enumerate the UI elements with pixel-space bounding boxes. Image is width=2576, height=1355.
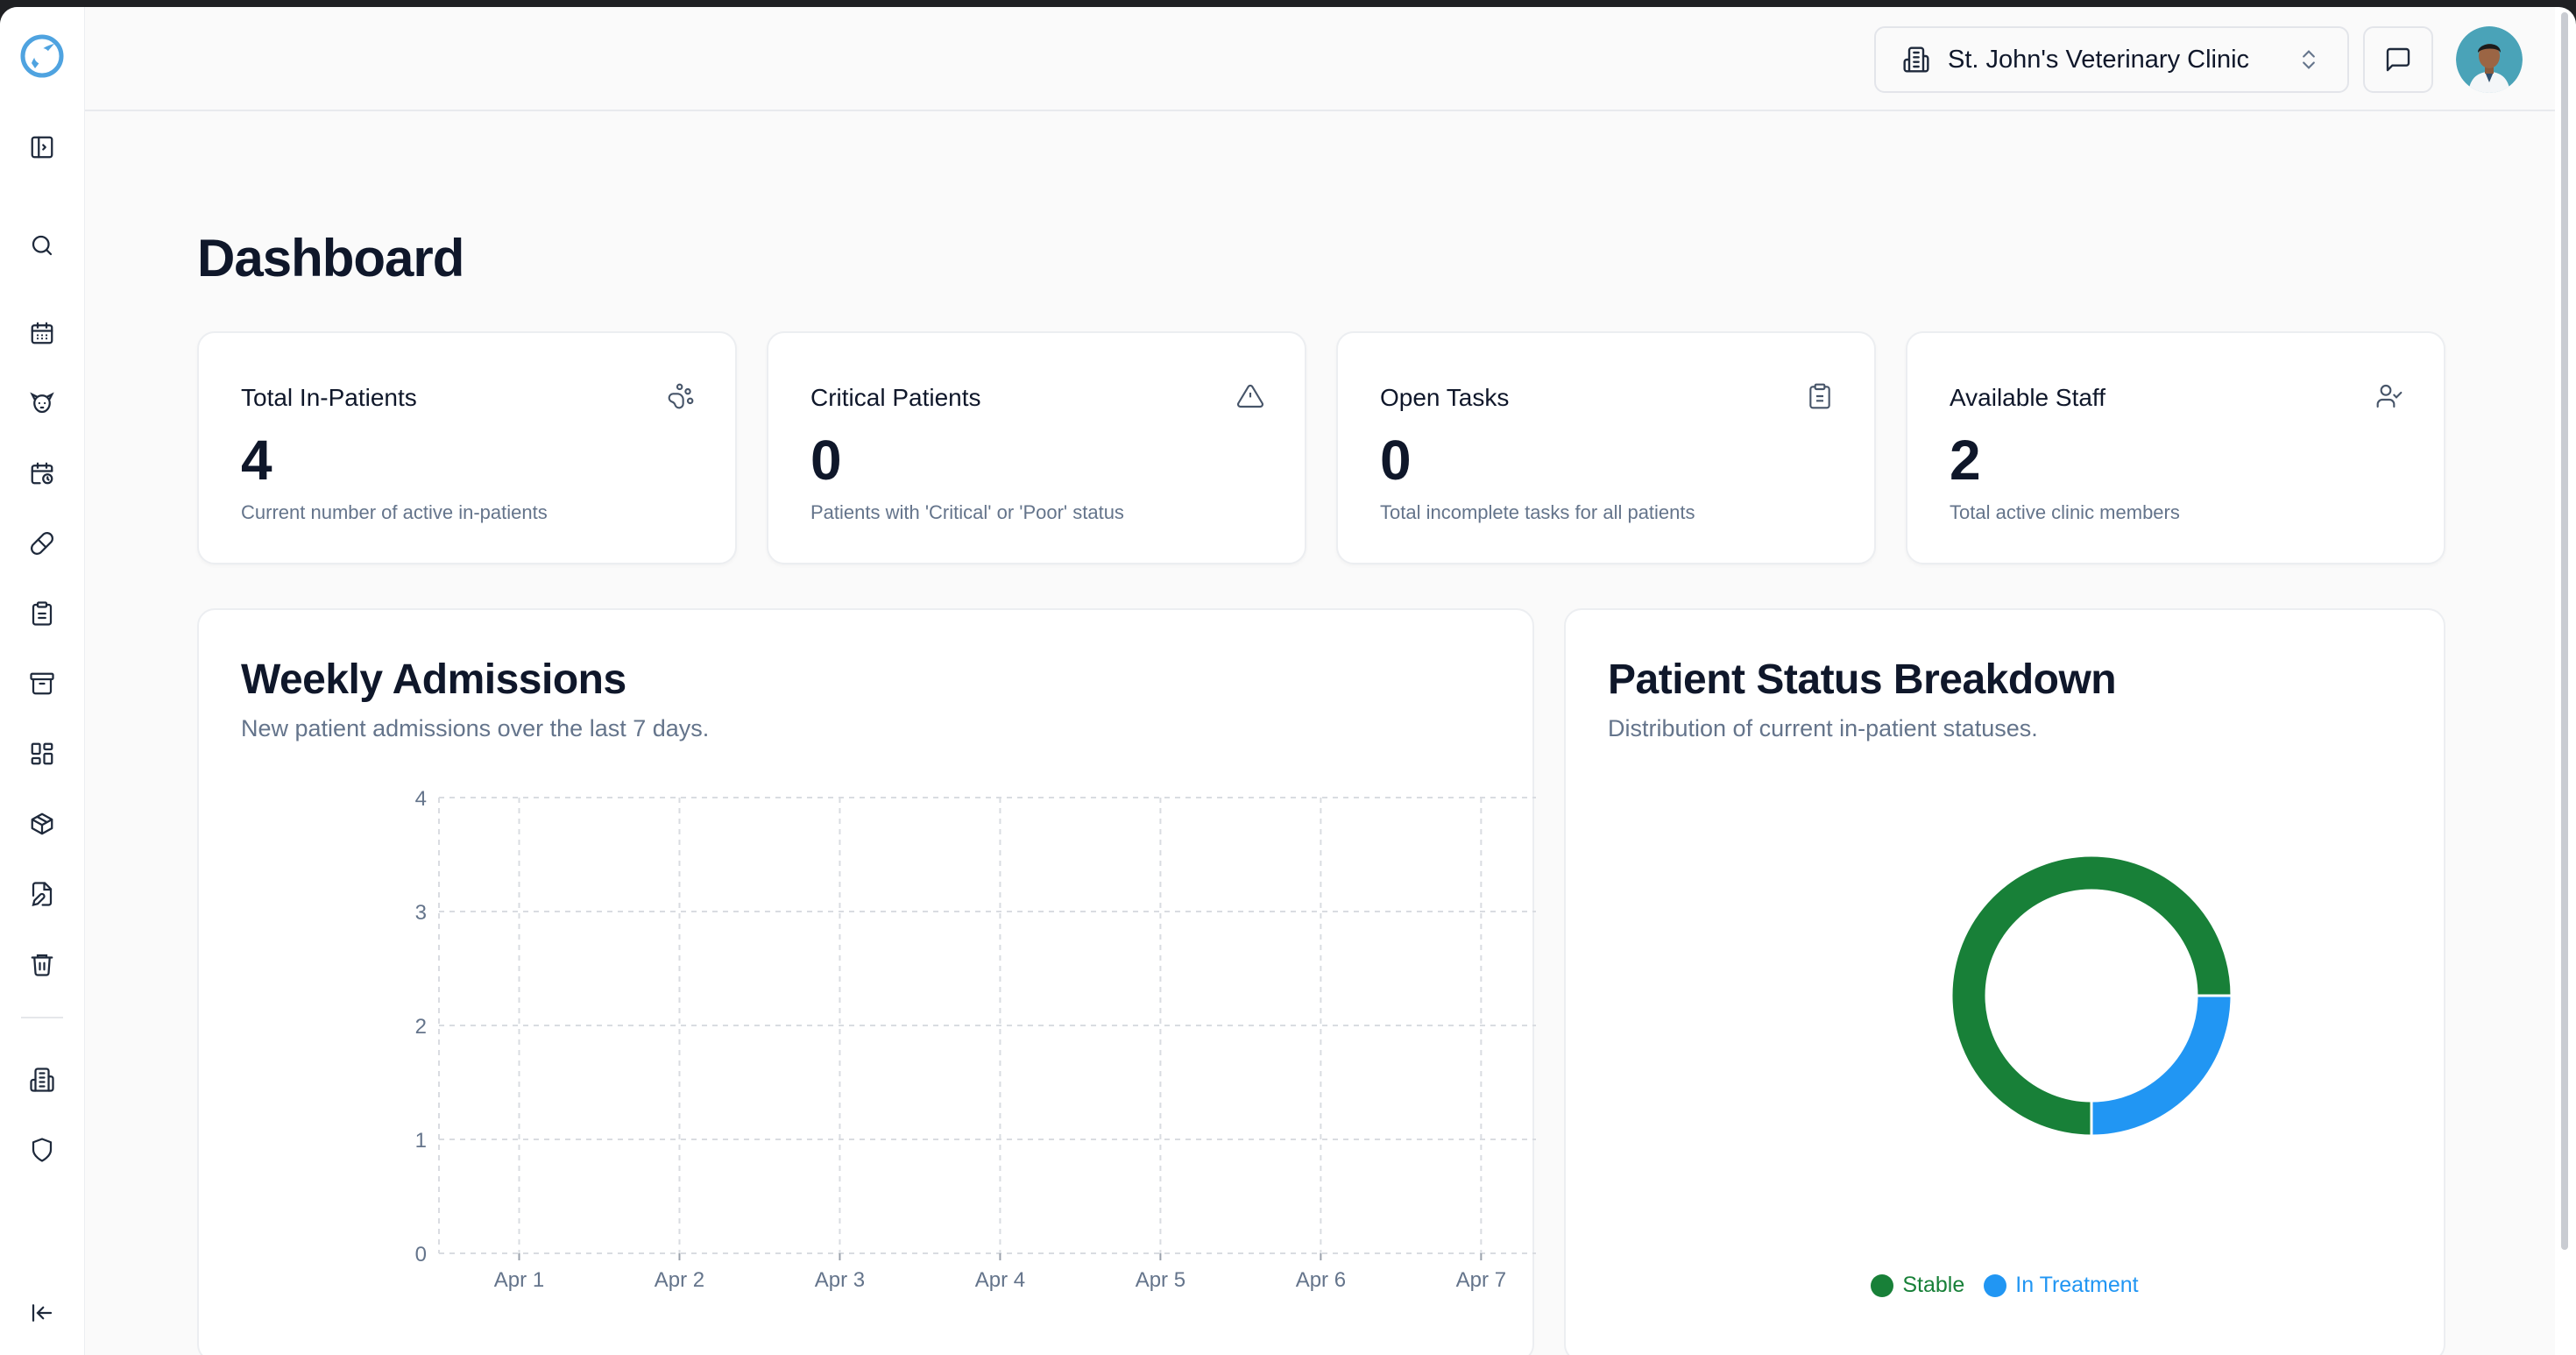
legend-item[interactable]: In Treatment <box>1984 1273 2139 1298</box>
weekly-admissions-card: Weekly Admissions New patient admissions… <box>197 608 1536 1355</box>
card-title: Weekly Admissions <box>241 656 626 703</box>
x-tick-label: Apr 6 <box>1296 1268 1346 1292</box>
y-tick-label: 2 <box>415 1015 427 1039</box>
stat-description: Total incomplete tasks for all patients <box>1380 501 1695 523</box>
stat-title: Open Tasks <box>1380 384 1510 411</box>
logo-icon <box>20 34 64 78</box>
chart-legend: Stable In Treatment <box>1566 1273 2444 1298</box>
card-title: Patient Status Breakdown <box>1608 656 2117 703</box>
x-tick-label: Apr 3 <box>815 1268 865 1292</box>
y-tick-label: 3 <box>415 901 427 925</box>
pill-icon[interactable] <box>25 526 60 561</box>
stat-value: 4 <box>241 429 272 492</box>
collapse-icon[interactable] <box>25 1295 60 1330</box>
legend-label: In Treatment <box>2015 1273 2139 1297</box>
archive-icon[interactable] <box>25 666 60 701</box>
sidebar-divider <box>21 1017 63 1018</box>
dashboard-grid-icon[interactable] <box>25 736 60 771</box>
x-tick-label: Apr 2 <box>655 1268 704 1292</box>
trash-icon[interactable] <box>25 947 60 982</box>
legend-dot <box>1871 1273 1894 1297</box>
scrollbar-thumb[interactable] <box>2561 12 2568 1250</box>
app-logo[interactable] <box>19 33 65 79</box>
x-tick-label: Apr 4 <box>975 1268 1025 1292</box>
clinic-name: St. John's Veterinary Clinic <box>1948 45 2250 74</box>
card-subtitle: New patient admissions over the last 7 d… <box>241 715 710 741</box>
stat-card-critical: Critical Patients 0 Patients with 'Criti… <box>767 331 1306 564</box>
paw-icon[interactable] <box>25 386 60 421</box>
legend-label: Stable <box>1902 1273 1965 1297</box>
y-tick-label: 4 <box>415 787 427 811</box>
legend-item[interactable]: Stable <box>1871 1273 1964 1298</box>
stat-title: Critical Patients <box>810 384 981 411</box>
calendar-clock-icon[interactable] <box>25 456 60 491</box>
x-tick-label: Apr 7 <box>1456 1268 1506 1292</box>
y-tick-label: 1 <box>415 1129 427 1153</box>
y-tick-label: 0 <box>415 1243 427 1266</box>
stat-description: Patients with 'Critical' or 'Poor' statu… <box>810 501 1124 523</box>
clinic-selector[interactable]: St. John's Veterinary Clinic <box>1874 26 2349 93</box>
clipboard-icon <box>1809 383 1830 409</box>
stat-description: Total active clinic members <box>1950 501 2180 523</box>
card-subtitle: Distribution of current in-patient statu… <box>1608 715 2038 741</box>
scrollbar[interactable] <box>2559 7 2573 1355</box>
stat-title: Total In-Patients <box>241 384 417 411</box>
donut-slice-in-treatment <box>2090 994 2233 1138</box>
status-donut-chart <box>1950 854 2233 1138</box>
top-bar: St. John's Veterinary Clinic <box>85 7 2555 111</box>
legend-dot <box>1984 1273 2007 1297</box>
stat-value: 0 <box>1380 429 1412 492</box>
page-title: Dashboard <box>197 229 464 287</box>
package-icon[interactable] <box>25 806 60 841</box>
admissions-line-chart: 0 1 2 3 4 Apr 1 Apr 2 Apr 3 Apr 4 Apr 5 Apr 6 Apr 7 <box>415 787 1536 1292</box>
app-window: St. John's Veterinary Clinic Dashboard <box>0 7 2576 1355</box>
shield-icon[interactable] <box>25 1132 60 1167</box>
user-check-icon <box>2376 384 2403 408</box>
message-square-icon <box>2386 47 2410 72</box>
stat-value: 2 <box>1950 429 1981 492</box>
messages-button[interactable] <box>2363 26 2433 93</box>
file-edit-icon[interactable] <box>25 876 60 912</box>
clipboard-icon[interactable] <box>25 596 60 631</box>
status-breakdown-card: Patient Status Breakdown Distribution of… <box>1564 608 2445 1355</box>
stat-title: Available Staff <box>1950 384 2105 411</box>
main-content: St. John's Veterinary Clinic Dashboard <box>84 7 2568 1355</box>
sidebar-toggle-icon[interactable] <box>25 130 60 165</box>
donut-slice-stable <box>1950 854 2233 1138</box>
search-icon[interactable] <box>25 228 60 263</box>
stat-card-open-tasks: Open Tasks 0 Total incomplete tasks for … <box>1336 331 1876 564</box>
building-icon[interactable] <box>25 1062 60 1097</box>
stat-card-staff: Available Staff 2 Total active clinic me… <box>1906 331 2445 564</box>
avatar-image <box>2456 26 2523 93</box>
stat-card-in-patients: Total In-Patients 4 Current number of ac… <box>197 331 737 564</box>
x-tick-label: Apr 1 <box>494 1268 544 1292</box>
stat-description: Current number of active in-patients <box>241 501 548 523</box>
paw-icon <box>668 383 694 409</box>
user-avatar[interactable] <box>2456 26 2523 93</box>
x-tick-label: Apr 5 <box>1136 1268 1185 1292</box>
stat-value: 0 <box>810 429 842 492</box>
calendar-icon[interactable] <box>25 316 60 351</box>
building-icon <box>1903 46 1929 73</box>
alert-triangle-icon <box>1236 384 1264 408</box>
sidebar <box>0 7 84 1355</box>
chevrons-up-down-icon <box>2303 50 2315 69</box>
